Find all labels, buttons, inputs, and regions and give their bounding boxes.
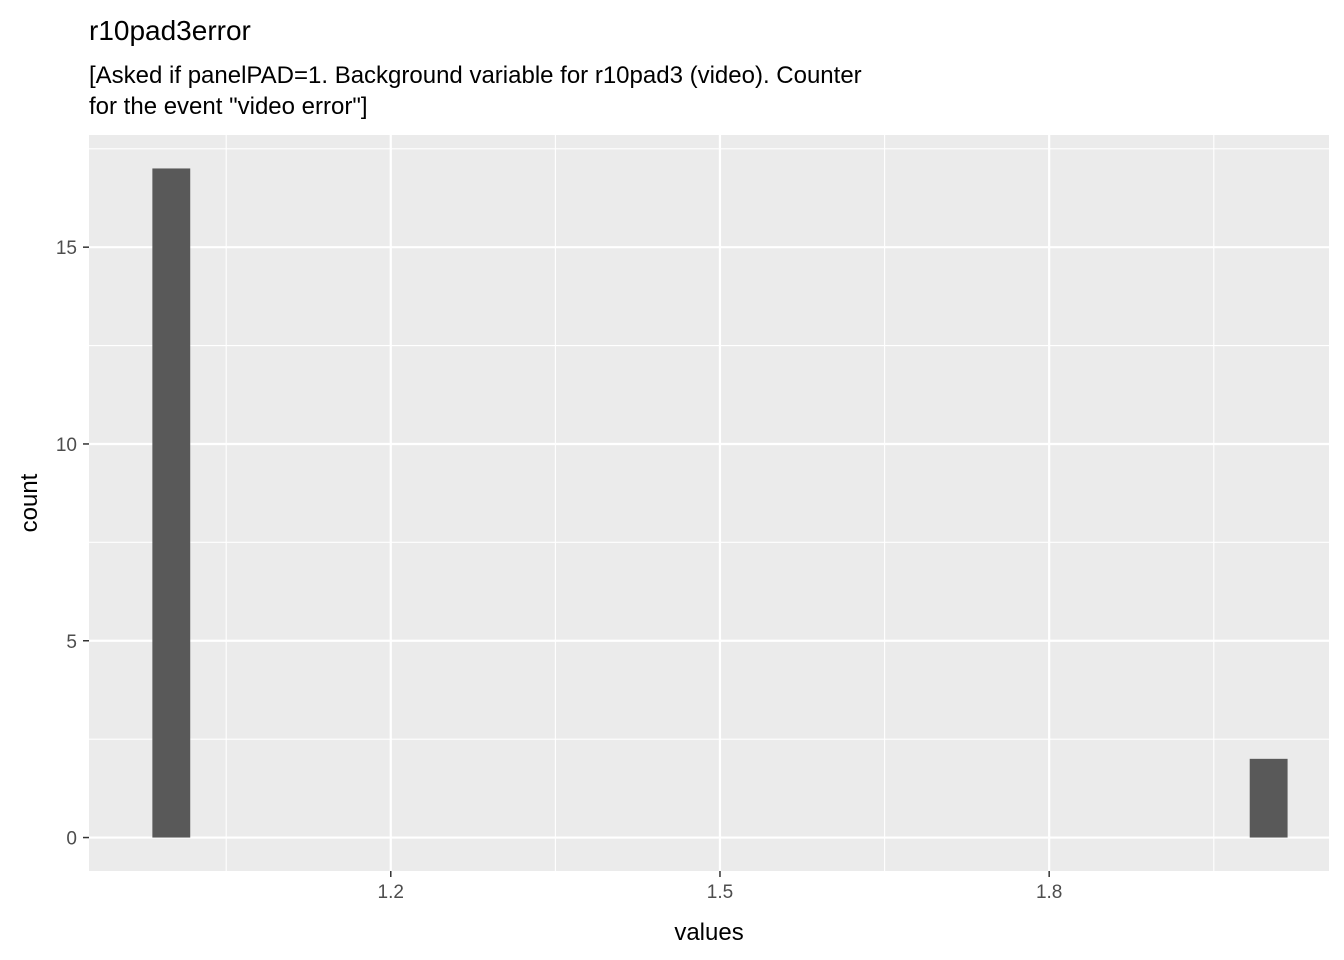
histogram-bars (152, 168, 1288, 838)
x-tick-label: 1.8 (1036, 882, 1062, 903)
chart-subtitle-line-1: [Asked if panelPAD=1. Background variabl… (89, 62, 862, 89)
y-tick-label: 0 (66, 829, 77, 850)
plot-panel (89, 135, 1329, 871)
x-tick-label: 1.5 (707, 882, 733, 903)
axis-ticks: 1.2 1.5 1.8 0 5 10 15 (56, 238, 1063, 903)
histogram-bar (152, 168, 191, 838)
y-tick-label: 15 (56, 238, 77, 259)
x-tick-label: 1.2 (378, 882, 404, 903)
y-tick-label: 5 (66, 632, 77, 653)
chart-subtitle-line-2: for the event "video error"] (89, 93, 368, 120)
y-tick-label: 10 (56, 435, 77, 456)
x-axis-title: values (674, 919, 743, 946)
histogram-bar (1249, 758, 1288, 838)
grid-lines (89, 135, 1329, 871)
chart-title: r10pad3error (89, 15, 251, 46)
y-axis-title: count (16, 473, 43, 532)
